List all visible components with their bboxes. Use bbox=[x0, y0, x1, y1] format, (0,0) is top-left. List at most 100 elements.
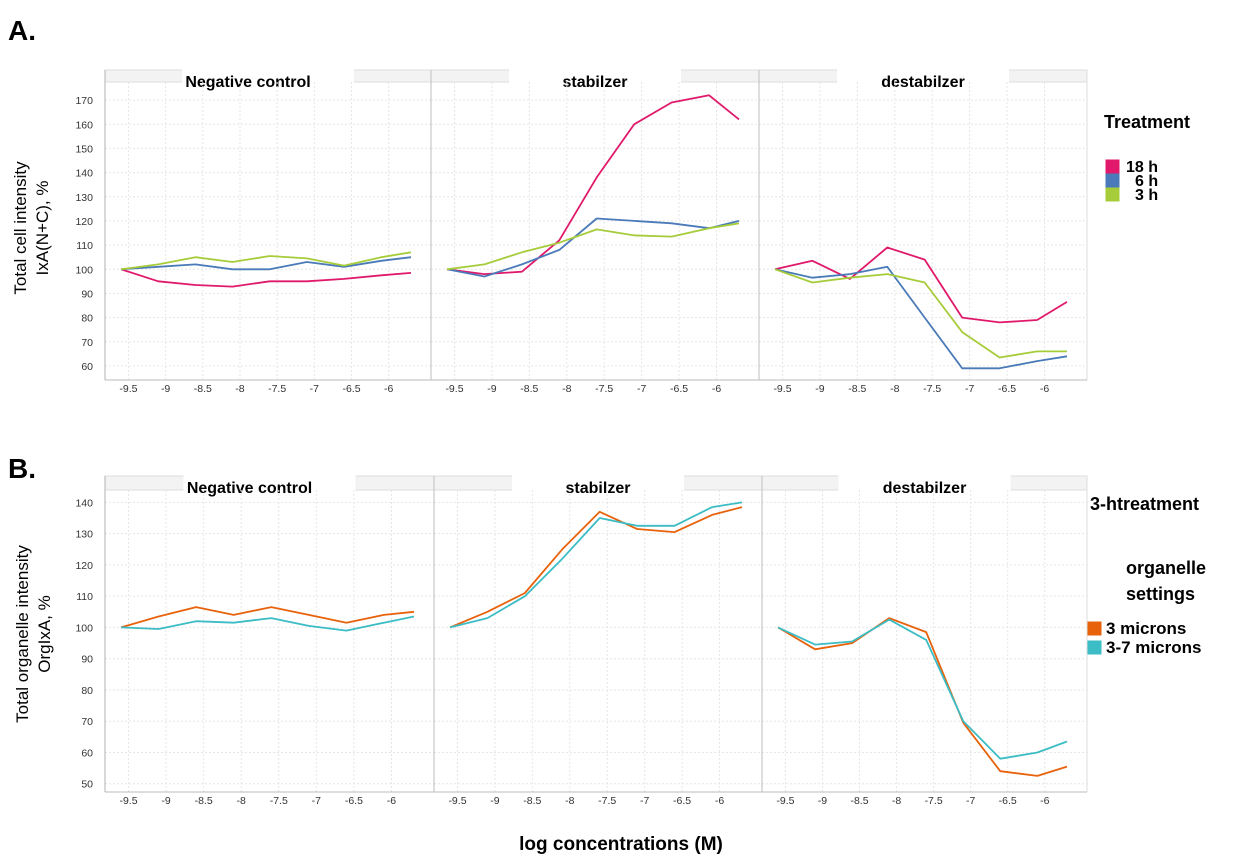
x-tick-label: -9 bbox=[818, 795, 827, 807]
y-axis-title: Total cell intensity bbox=[11, 161, 30, 295]
y-tick-label: 170 bbox=[75, 95, 93, 107]
x-tick-label: -9 bbox=[487, 383, 496, 395]
x-tick-label: -7.5 bbox=[268, 383, 286, 395]
y-tick-label: 140 bbox=[75, 497, 93, 509]
series-line-18-h bbox=[774, 246, 1068, 324]
y-axis-title: Total organelle intensity bbox=[13, 545, 32, 723]
series-line-3-microns bbox=[777, 617, 1068, 777]
x-tick-label: -7.5 bbox=[270, 795, 288, 807]
y-tick-label: 50 bbox=[81, 779, 93, 791]
series-line-3-microns bbox=[120, 606, 415, 629]
x-tick-label: -6.5 bbox=[342, 383, 360, 395]
legend-label: 18 h bbox=[1126, 159, 1158, 176]
y-tick-label: 120 bbox=[75, 216, 93, 228]
x-tick-label: -7 bbox=[965, 383, 974, 395]
x-tick-label: -7.5 bbox=[595, 383, 613, 395]
legend-title: settings bbox=[1126, 584, 1195, 604]
series-line-3-7-microns bbox=[777, 618, 1068, 760]
y-axis-title: IxA(N+C), % bbox=[33, 181, 52, 276]
facet-3: destabilzer -9.5 -9 -8.5 -8 -7.5 -7 -6.5 -6 bbox=[761, 475, 1088, 807]
y-tick-label: 60 bbox=[81, 361, 93, 373]
legend-swatch-inner bbox=[1090, 624, 1099, 633]
x-tick-label: -9 bbox=[161, 383, 170, 395]
x-tick-label: -7 bbox=[640, 795, 649, 807]
y-axis-title: OrgIxA, % bbox=[35, 595, 54, 672]
x-tick-label: -8 bbox=[892, 795, 901, 807]
x-tick-label: -7 bbox=[637, 383, 646, 395]
facet-title: destabilzer bbox=[883, 480, 967, 497]
x-tick-label: -8.5 bbox=[850, 795, 868, 807]
facet-title-backdrop bbox=[838, 475, 1011, 491]
series-line-18-h bbox=[120, 268, 412, 288]
y-tick-label: 110 bbox=[76, 591, 93, 603]
x-tick-label: -7 bbox=[310, 383, 319, 395]
facet-title-backdrop bbox=[512, 475, 684, 491]
x-tick-label: -7.5 bbox=[925, 795, 943, 807]
x-tick-label: -9 bbox=[490, 795, 499, 807]
x-tick-label: -8.5 bbox=[195, 795, 213, 807]
y-tick-label: 100 bbox=[75, 264, 93, 276]
x-tick-label: -8 bbox=[890, 383, 899, 395]
facet-title: Negative control bbox=[185, 74, 310, 91]
y-tick-label: 150 bbox=[75, 143, 93, 155]
facet-1: Negative control -9.5 -9 -8.5 -8 -7.5 -7 -6.5 -6 bbox=[104, 475, 435, 807]
x-tick-label: -6 bbox=[715, 795, 724, 807]
x-tick-label: -6 bbox=[1040, 383, 1049, 395]
facet-title: Negative control bbox=[187, 480, 312, 497]
legend-label: 6 h bbox=[1135, 173, 1158, 190]
legend-title: Treatment bbox=[1104, 112, 1190, 132]
y-tick-label: 130 bbox=[75, 529, 93, 541]
y-tick-label: 90 bbox=[81, 288, 93, 300]
panel-label: A. bbox=[8, 15, 36, 46]
x-tick-label: -6.5 bbox=[999, 795, 1017, 807]
x-tick-label: -8.5 bbox=[848, 383, 866, 395]
y-tick-label: 80 bbox=[81, 685, 93, 697]
panel-a-chart: A. 60 70 80 90 100 110 120 130 140 150 160 170 Total … bbox=[8, 15, 1190, 395]
series-line-3-h bbox=[774, 268, 1067, 359]
facet-1: Negative control -9.5 -9 -8.5 -8 -7.5 -7 -6.5 -6 bbox=[104, 69, 432, 395]
y-tick-label: 100 bbox=[75, 622, 93, 634]
x-tick-label: -6.5 bbox=[673, 795, 691, 807]
y-tick-label: 160 bbox=[75, 119, 93, 131]
x-tick-label: -8.5 bbox=[523, 795, 541, 807]
x-tick-label: -8.5 bbox=[194, 383, 212, 395]
facet-title-backdrop bbox=[837, 69, 1009, 83]
legend-swatch-inner bbox=[1108, 190, 1117, 199]
x-tick-label: -9.5 bbox=[773, 383, 791, 395]
y-tick-label: 60 bbox=[81, 747, 93, 759]
facet-title-backdrop bbox=[182, 69, 354, 83]
x-tick-label: -9 bbox=[161, 795, 170, 807]
legend-swatch-inner bbox=[1108, 176, 1117, 185]
legend: 3-htreatment organelle settings 3 microns3-… bbox=[1087, 494, 1206, 657]
x-axis-title: log concentrations (M) bbox=[519, 834, 723, 855]
x-tick-label: -8 bbox=[565, 795, 574, 807]
legend-label: 3 microns bbox=[1106, 619, 1186, 638]
x-tick-label: -9.5 bbox=[776, 795, 794, 807]
x-tick-label: -6 bbox=[1040, 795, 1049, 807]
x-tick-label: -9 bbox=[815, 383, 824, 395]
series-line-6-h bbox=[120, 256, 412, 271]
x-tick-label: -6.5 bbox=[670, 383, 688, 395]
facet-title-backdrop bbox=[183, 475, 356, 491]
series-line-3-7-microns bbox=[449, 501, 743, 629]
series-line-6-h bbox=[774, 265, 1068, 370]
y-tick-label: 70 bbox=[81, 716, 93, 728]
y-tick-label: 80 bbox=[81, 313, 93, 325]
x-tick-label: -7 bbox=[966, 795, 975, 807]
x-tick-label: -9.5 bbox=[119, 383, 137, 395]
series-line-3-h bbox=[120, 251, 412, 271]
y-tick-label: 130 bbox=[75, 192, 93, 204]
x-tick-label: -8 bbox=[237, 795, 246, 807]
facet-title: stabilzer bbox=[566, 480, 631, 497]
x-tick-label: -8.5 bbox=[520, 383, 538, 395]
legend-title: organelle bbox=[1126, 558, 1206, 578]
series-line-3-7-microns bbox=[120, 615, 415, 632]
y-tick-label: 90 bbox=[81, 654, 93, 666]
x-tick-label: -7.5 bbox=[923, 383, 941, 395]
legend: Treatment 18 h6 h3 h bbox=[1104, 112, 1190, 204]
x-tick-label: -6 bbox=[384, 383, 393, 395]
y-tick-label: 140 bbox=[75, 168, 93, 180]
facet-title: destabilzer bbox=[881, 74, 965, 91]
legend-label: 3-7 microns bbox=[1106, 638, 1201, 657]
